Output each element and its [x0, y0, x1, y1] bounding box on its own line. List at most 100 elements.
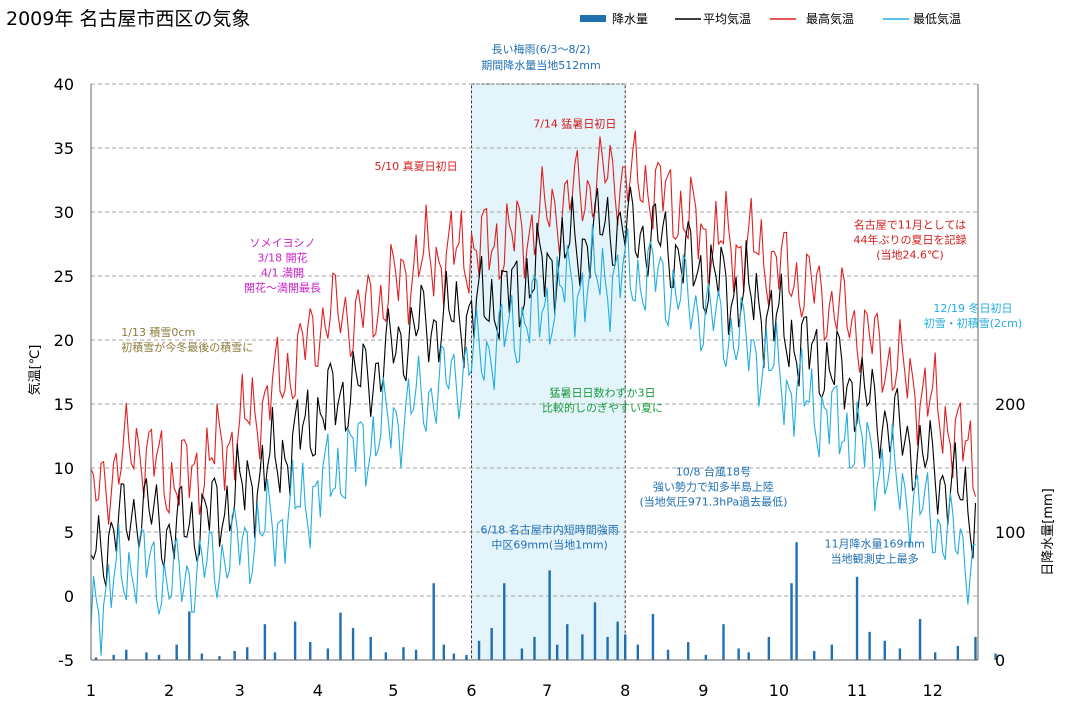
precip-bar — [722, 624, 725, 660]
highlight-band: 長い梅雨(6/3～8/2) 期間降水量当地512mm — [471, 42, 626, 661]
precip-bar — [175, 644, 178, 660]
precip-bar — [218, 656, 221, 660]
precip-bar — [704, 654, 708, 660]
y-tick-label: 35 — [54, 139, 74, 158]
x-tick-label: 9 — [698, 681, 708, 700]
precip-bar — [767, 636, 771, 660]
precip-bar — [898, 648, 902, 660]
annotation-text: 3/18 開花 — [257, 252, 307, 265]
annotation-text: ソメイヨシノ — [250, 237, 316, 250]
rainy-season-band — [471, 83, 626, 661]
y2-tick-label: 0 — [995, 651, 1005, 670]
legend-precip-swatch — [580, 15, 606, 22]
legend-avg-label: 平均気温 — [703, 11, 751, 26]
annotation-text: (当地気圧971.3hPa過去最低) — [639, 495, 787, 509]
precip-bar — [956, 645, 960, 660]
precip-bar — [855, 576, 859, 660]
annotation-text: 12/19 冬日初日 — [933, 301, 1012, 315]
precip-bar — [790, 583, 793, 660]
x-tick-label: 4 — [313, 681, 323, 700]
precip-bar — [666, 649, 670, 660]
legend-max-label: 最高気温 — [806, 11, 854, 26]
x-tick-label: 6 — [466, 681, 476, 700]
legend: 降水量 平均気温 最高気温 最低気温 — [580, 11, 961, 26]
x-tick-labels: 1 2 3 4 5 6 7 8 9 10 11 12 — [86, 681, 943, 700]
precip-bar — [933, 652, 937, 660]
precip-bar — [687, 642, 690, 660]
y-tick-label: 5 — [64, 523, 74, 542]
annotation-text: 初積雪が今冬最後の積雪に — [121, 340, 253, 354]
annotation-text: 名古屋で11月としては — [854, 218, 966, 232]
annotation-text: 5/10 真夏日初日 — [374, 159, 457, 173]
precip-bar — [309, 642, 312, 660]
x-tick-label: 8 — [620, 681, 630, 700]
precip-bar — [94, 657, 98, 660]
precip-bar — [918, 619, 922, 660]
annotation-text: 6/18 名古屋市内短時間強雨 — [481, 522, 619, 536]
legend-min-label: 最低気温 — [913, 11, 961, 26]
precip-bar — [974, 636, 977, 660]
precip-bar — [606, 636, 609, 660]
precip-bar — [246, 647, 249, 660]
rainy-season-label-2: 期間降水量当地512mm — [481, 58, 600, 72]
precip-bar — [813, 651, 816, 660]
y-tick-label: 15 — [54, 395, 74, 414]
precip-bar — [593, 602, 597, 660]
precip-bar — [351, 628, 355, 660]
annotation-text: 4/1 満開 — [261, 267, 304, 280]
y-tick-label: 0 — [64, 587, 74, 606]
x-tick-label: 1 — [86, 681, 96, 700]
precip-bar — [414, 649, 418, 660]
precip-bar — [555, 644, 559, 660]
annotation-text: (当地24.6℃) — [876, 248, 943, 262]
y-tick-label: -5 — [58, 651, 74, 670]
annotation-text: 猛暑日日数わずか3日 — [550, 386, 656, 399]
y2-axis-label: 日降水量[mm] — [1041, 488, 1056, 575]
precip-bar — [452, 653, 456, 660]
rainy-season-label-1: 長い梅雨(6/3～8/2) — [492, 42, 591, 56]
precip-bar — [465, 654, 468, 660]
precip-bar — [651, 613, 655, 660]
precip-bar — [868, 631, 871, 660]
y-tick-label: 25 — [54, 267, 74, 286]
precip-bar — [384, 652, 388, 660]
precip-bar — [624, 634, 627, 660]
precip-bar — [737, 648, 740, 660]
precip-bar — [477, 640, 481, 660]
precip-bar — [273, 652, 277, 660]
annotation-text: 当地観測史上最多 — [831, 551, 919, 565]
annotation-text: 初雪・初積雪(2cm) — [924, 316, 1022, 330]
x-tick-label: 5 — [388, 681, 398, 700]
y-tick-label: 10 — [54, 459, 74, 478]
annotation-text: 強い勢力で知多半島上陸 — [653, 480, 774, 494]
precip-bar — [402, 647, 405, 660]
annotation-text: 開花～満開最長 — [244, 282, 321, 295]
precip-bar — [616, 621, 619, 660]
annotation-text: 比較的しのぎやすい夏に — [542, 400, 663, 414]
precip-bar — [125, 649, 128, 660]
temperature-lines — [90, 130, 977, 656]
precip-bar — [157, 654, 161, 660]
precip-bar — [188, 611, 191, 660]
precip-bar — [442, 644, 445, 660]
x-tick-label: 12 — [922, 681, 942, 700]
precip-bar — [490, 628, 493, 660]
y-tick-label: 30 — [54, 203, 74, 222]
precip-bar — [233, 651, 236, 660]
precip-bar — [566, 624, 569, 660]
y-tick-label: 40 — [54, 75, 74, 94]
annotation-text: 7/14 猛暑日初日 — [533, 117, 616, 131]
precip-bar — [548, 570, 551, 660]
y-tick-labels: 40 35 30 25 20 15 10 5 0 -5 — [54, 75, 74, 670]
x-tick-label: 7 — [542, 681, 552, 700]
legend-precip-label: 降水量 — [612, 12, 648, 26]
annotation-text: 11月降水量169mm — [824, 536, 924, 550]
y2-tick-labels: 200 100 0 — [995, 395, 1026, 670]
annotation-text: 中区69mm(当地1mm) — [491, 537, 607, 551]
precip-bar — [200, 653, 204, 660]
precip-bar — [747, 652, 750, 660]
annotation-text: 1/13 積雪0cm — [121, 325, 195, 339]
y2-tick-label: 200 — [995, 395, 1026, 414]
precipitation-bars — [94, 542, 997, 660]
